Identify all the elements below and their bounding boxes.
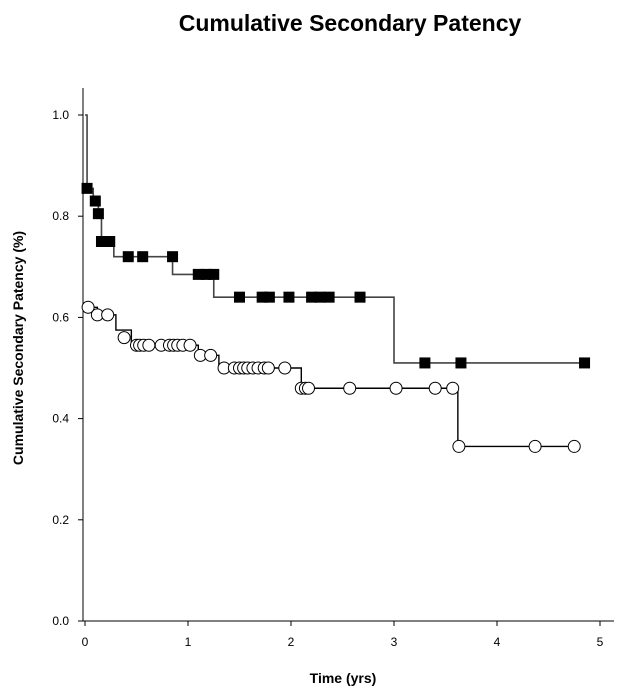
censor-marker-square <box>137 251 149 263</box>
censor-marker-circle <box>204 348 218 362</box>
censor-marker-square <box>201 268 213 280</box>
censor-marker-square <box>208 268 220 280</box>
censor-marker-circle <box>261 361 275 375</box>
censor-marker-circle <box>142 338 156 352</box>
censor-marker-square <box>314 291 326 303</box>
y-tick-label: 0.8 <box>52 209 69 223</box>
censor-marker-square <box>234 291 245 303</box>
censor-marker-circle <box>528 439 542 453</box>
y-tick-label: 0.6 <box>52 310 69 324</box>
series-step-line-0 <box>85 114 590 364</box>
censor-marker-circle <box>343 381 357 395</box>
censor-marker-circle <box>101 308 115 322</box>
censor-marker-square <box>419 357 431 369</box>
censor-marker-square <box>92 208 104 220</box>
censor-marker-square <box>354 291 366 303</box>
censor-marker-square <box>95 236 107 247</box>
censor-marker-circle <box>452 439 466 453</box>
censor-marker-square <box>263 291 275 303</box>
censor-marker-square <box>122 251 134 263</box>
y-tick-label: 0.4 <box>52 412 69 426</box>
censor-marker-circle <box>567 439 581 453</box>
censor-marker-square <box>283 291 295 303</box>
y-axis-label: Cumulative Secondary Patency (%) <box>10 231 26 465</box>
censor-marker-square <box>323 291 335 303</box>
y-tick-label: 0.2 <box>52 513 69 527</box>
x-tick-label: 3 <box>391 635 398 649</box>
censor-marker-circle <box>428 381 442 395</box>
y-tick-label: 0.0 <box>52 614 69 628</box>
censor-marker-square <box>306 291 318 303</box>
censor-marker-square <box>89 195 101 207</box>
censor-marker-circle <box>183 338 197 352</box>
censor-marker-square <box>192 268 204 280</box>
censor-marker-circle <box>302 381 316 395</box>
censor-marker-square <box>81 182 93 194</box>
censor-marker-circle <box>81 300 95 314</box>
series-lines <box>85 114 590 448</box>
x-tick-label: 4 <box>494 635 501 649</box>
censor-marker-circle <box>389 381 403 395</box>
x-tick-label: 1 <box>185 635 192 649</box>
x-tick-label: 5 <box>597 635 604 649</box>
axes: 0.0 0.2 0.4 0.6 0.8 1.0 0 1 2 3 4 5 <box>52 88 614 649</box>
chart-title: Cumulative Secondary Patency <box>179 10 522 36</box>
censor-marker-square <box>256 291 268 303</box>
x-tick-label: 2 <box>288 635 295 649</box>
censor-marker-square <box>104 236 116 247</box>
x-axis-label: Time (yrs) <box>310 670 377 686</box>
x-tick-label: 0 <box>82 635 89 649</box>
censor-marker-square <box>455 357 467 369</box>
series-step-line-1 <box>85 306 575 448</box>
series-markers <box>81 182 591 453</box>
y-tick-label: 1.0 <box>52 108 69 122</box>
censor-marker-circle <box>446 381 460 395</box>
censor-marker-circle <box>278 361 292 375</box>
censor-marker-square <box>167 251 179 263</box>
censor-marker-square <box>579 357 591 369</box>
censor-marker-circle <box>117 331 131 345</box>
